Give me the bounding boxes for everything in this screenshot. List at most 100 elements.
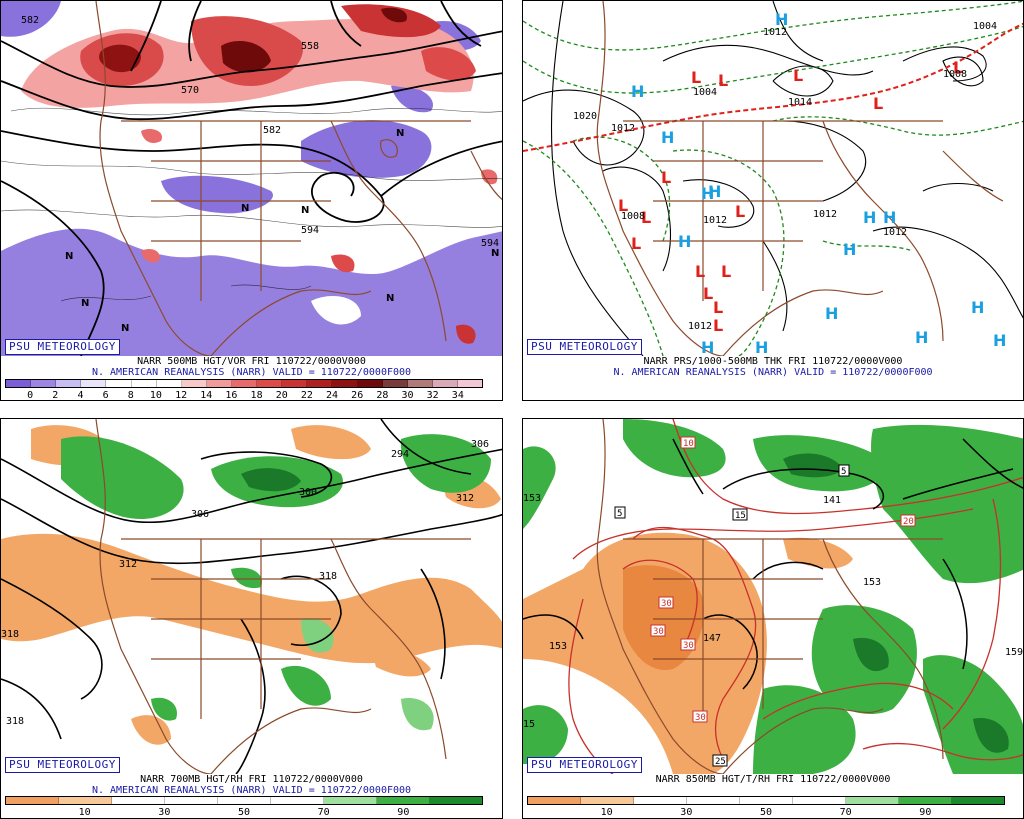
colorbar-swatch (307, 380, 333, 387)
low-symbol: L (735, 202, 745, 221)
colorbar-swatch (156, 380, 182, 387)
pressure-label: 1012 (611, 123, 635, 134)
low-symbol: L (691, 68, 701, 87)
psu-meteorology-badge: PSU METEOROLOGY (527, 339, 642, 355)
height-label: 318 (6, 716, 24, 727)
svg-text:20: 20 (903, 517, 914, 527)
height-label: 570 (181, 85, 199, 96)
colorbar-tick-label: 0 (27, 390, 34, 401)
panel-title: NARR 700MB HGT/RH FRI 110722/0000V000 (140, 774, 363, 785)
height-label: 153 (523, 493, 541, 504)
colorbar-tick-label: 26 (351, 390, 364, 401)
vort-symbol: N (491, 248, 499, 259)
high-symbol: H (825, 304, 838, 323)
panel-title: NARR PRS/1000-500MB THK FRI 110722/0000V… (643, 356, 903, 367)
colorbar-tick-label: 18 (250, 390, 263, 401)
height-label: 147 (703, 633, 721, 644)
high-symbol: H (915, 328, 928, 347)
colorbar-swatch (81, 380, 107, 387)
valid-line: N. AMERICAN REANALYSIS (NARR) VALID = 11… (91, 785, 412, 796)
colorbar-swatch (165, 797, 218, 804)
height-label: 141 (823, 495, 841, 506)
height-label: 318 (1, 629, 19, 640)
colorbar-rh (527, 796, 1005, 805)
pressure-label: 1020 (573, 111, 597, 122)
colorbar-swatch (257, 380, 283, 387)
map-700mb: 294 306 300 312 312 318 318 306 318 (1, 419, 502, 774)
high-symbol: H (708, 182, 721, 201)
colorbar-tick-label: 14 (200, 390, 213, 401)
height-label: 594 (481, 238, 499, 249)
height-label: 582 (263, 125, 281, 136)
colorbar-swatch (377, 797, 430, 804)
height-label: 306 (471, 439, 489, 450)
vort-symbol: N (241, 203, 249, 214)
colorbar-swatch (581, 797, 634, 804)
svg-text:15: 15 (735, 511, 746, 521)
colorbar-rh (5, 796, 483, 805)
svg-text:25: 25 (715, 757, 726, 767)
pressure-label: 1012 (813, 209, 837, 220)
svg-text:10: 10 (683, 439, 694, 449)
colorbar-swatch (56, 380, 82, 387)
colorbar-swatch (457, 380, 483, 387)
low-symbol: L (873, 94, 883, 113)
height-label: 153 (863, 577, 881, 588)
psu-meteorology-badge: PSU METEOROLOGY (527, 757, 642, 773)
colorbar-swatch (112, 797, 165, 804)
colorbar-tick-label: 10 (149, 390, 162, 401)
svg-text:5: 5 (617, 509, 622, 519)
colorbar-swatch (206, 380, 232, 387)
low-symbol: L (661, 168, 671, 187)
map-850mb: 10 5 15 20 30 30 30 30 25 5 153 147 141 … (523, 419, 1023, 774)
temp-label: 30 (650, 624, 666, 637)
low-symbol: L (631, 234, 641, 253)
colorbar-swatch (430, 797, 482, 804)
colorbar-tick-label: 8 (127, 390, 134, 401)
colorbar-swatch (181, 380, 207, 387)
low-symbol: L (718, 71, 728, 90)
height-label: 294 (391, 449, 409, 460)
low-symbol: L (953, 58, 963, 77)
colorbar-swatch (131, 380, 157, 387)
colorbar-tick-label: 6 (102, 390, 109, 401)
map-500mb: N N N N N N N N 582 570 558 582 594 594 (1, 1, 502, 356)
vort-symbol: N (65, 251, 73, 262)
colorbar-swatch (357, 380, 383, 387)
valid-line: N. AMERICAN REANALYSIS (NARR) VALID = 11… (91, 367, 412, 378)
panel-700mb-rh: 294 306 300 312 312 318 318 306 318 PSU … (0, 418, 503, 819)
colorbar-tick-label: 22 (300, 390, 313, 401)
height-label: 594 (301, 225, 319, 236)
colorbar-tick-label: 32 (426, 390, 439, 401)
temp-label: 30 (680, 638, 696, 651)
temp-label: 30 (658, 596, 674, 609)
pressure-label: 1012 (883, 227, 907, 238)
colorbar-swatch (952, 797, 1004, 804)
pressure-label: 1004 (973, 21, 997, 32)
colorbar-swatch (324, 797, 377, 804)
colorbar-tick-label: 30 (158, 807, 171, 818)
svg-text:30: 30 (653, 627, 664, 637)
low-symbol: L (695, 262, 705, 281)
colorbar-tick-label: 50 (759, 807, 773, 818)
pressure-label: 1012 (763, 27, 787, 38)
low-symbol: L (618, 196, 628, 215)
height-label: 312 (456, 493, 474, 504)
colorbar-swatch (218, 797, 271, 804)
colorbar-swatch (231, 380, 258, 387)
colorbar-swatch (407, 380, 433, 387)
panel-pressure-thickness: L L L L L L L L L L L L L L L H H H H H … (522, 0, 1024, 401)
colorbar-swatch (332, 380, 358, 387)
colorbar-swatch (687, 797, 740, 804)
vort-symbol: N (396, 128, 404, 139)
vort-symbol: N (121, 323, 129, 334)
colorbar-tick-label: 10 (78, 807, 91, 818)
high-symbol: H (701, 184, 714, 203)
colorbar-swatch (432, 380, 458, 387)
high-pressure-symbols: H H H H H H H H H H H H H H H (631, 10, 1006, 356)
colorbar-swatch (634, 797, 687, 804)
colorbar-tick-label: 70 (839, 807, 852, 818)
colorbar-ticks: 10 30 50 70 90 (5, 807, 483, 818)
height-label: 318 (319, 571, 337, 582)
low-symbol: L (713, 316, 723, 335)
